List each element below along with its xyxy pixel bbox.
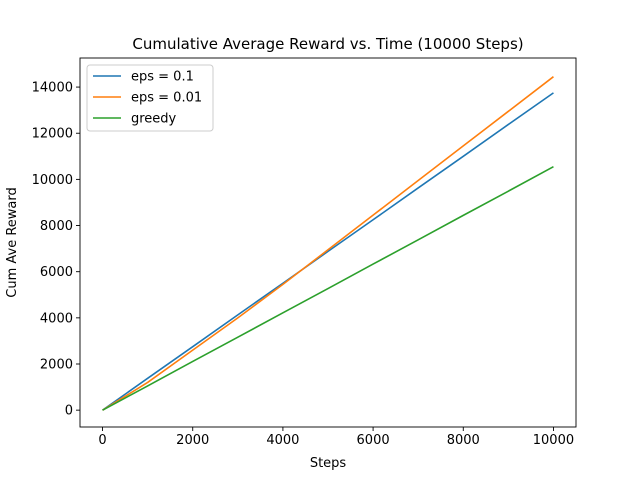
- series-line-0: [102, 92, 554, 411]
- series-line-1: [102, 76, 554, 411]
- series-layer: [102, 76, 554, 411]
- x-tick-label-5: 10000: [533, 433, 574, 448]
- plot-frame: [79, 57, 577, 428]
- x-tick-label-1: 2000: [176, 433, 209, 448]
- y-tick-label-7: 14000: [32, 81, 73, 96]
- x-axis-label: Steps: [310, 456, 347, 471]
- y-axis-label: Cum Ave Reward: [5, 187, 20, 297]
- y-tick-label-4: 8000: [40, 219, 73, 234]
- legend-box: [86, 64, 214, 132]
- x-tick-label-3: 6000: [357, 433, 390, 448]
- y-tick-label-3: 6000: [40, 265, 73, 280]
- x-tick-label-2: 4000: [266, 433, 299, 448]
- legend-label-1: eps = 0.01: [131, 91, 202, 106]
- x-tick-label-0: 0: [98, 433, 106, 448]
- y-tick-label-5: 10000: [32, 173, 73, 188]
- x-tick-label-4: 8000: [447, 433, 480, 448]
- y-tick-label-1: 2000: [40, 358, 73, 373]
- y-tick-label-6: 12000: [32, 127, 73, 142]
- series-line-2: [102, 165, 554, 411]
- y-axis: 0 2000 4000 6000 8000 10000 12000 14000: [32, 81, 80, 419]
- chart-title: Cumulative Average Reward vs. Time (1000…: [132, 35, 523, 53]
- y-tick-label-0: 0: [65, 404, 73, 419]
- x-axis: 0 2000 4000 6000 8000 10000: [98, 427, 574, 448]
- legend: eps = 0.1 eps = 0.01 greedy: [86, 64, 214, 132]
- y-tick-label-2: 4000: [40, 311, 73, 326]
- legend-label-0: eps = 0.1: [131, 70, 194, 85]
- legend-label-2: greedy: [131, 112, 177, 127]
